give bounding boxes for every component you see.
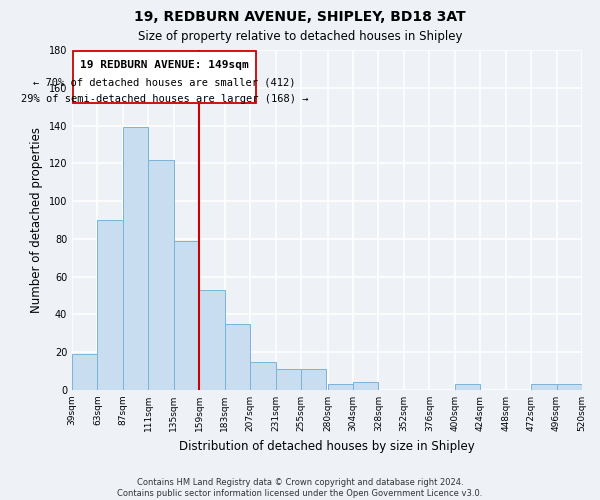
Text: ← 70% of detached houses are smaller (412): ← 70% of detached houses are smaller (41… (33, 78, 296, 88)
Bar (72, 354, 97, 390)
Bar (123, 128, 148, 390)
Bar (224, 324, 250, 390)
Bar (275, 369, 301, 390)
Bar (531, 384, 557, 390)
Bar (557, 384, 582, 390)
Bar (328, 384, 353, 390)
Bar (97, 220, 123, 390)
Text: 19 REDBURN AVENUE: 149sqm: 19 REDBURN AVENUE: 149sqm (80, 60, 249, 70)
Bar (455, 384, 480, 390)
Text: Size of property relative to detached houses in Shipley: Size of property relative to detached ho… (138, 30, 462, 43)
FancyBboxPatch shape (73, 51, 256, 103)
Bar (353, 382, 379, 390)
Bar (174, 241, 199, 390)
Text: 19, REDBURN AVENUE, SHIPLEY, BD18 3AT: 19, REDBURN AVENUE, SHIPLEY, BD18 3AT (134, 10, 466, 24)
Text: 29% of semi-detached houses are larger (168) →: 29% of semi-detached houses are larger (… (21, 94, 308, 104)
Bar (148, 160, 174, 390)
X-axis label: Distribution of detached houses by size in Shipley: Distribution of detached houses by size … (179, 440, 475, 452)
Text: Contains HM Land Registry data © Crown copyright and database right 2024.
Contai: Contains HM Land Registry data © Crown c… (118, 478, 482, 498)
Y-axis label: Number of detached properties: Number of detached properties (30, 127, 43, 313)
Bar (301, 369, 326, 390)
Bar (199, 290, 224, 390)
Bar (250, 362, 275, 390)
